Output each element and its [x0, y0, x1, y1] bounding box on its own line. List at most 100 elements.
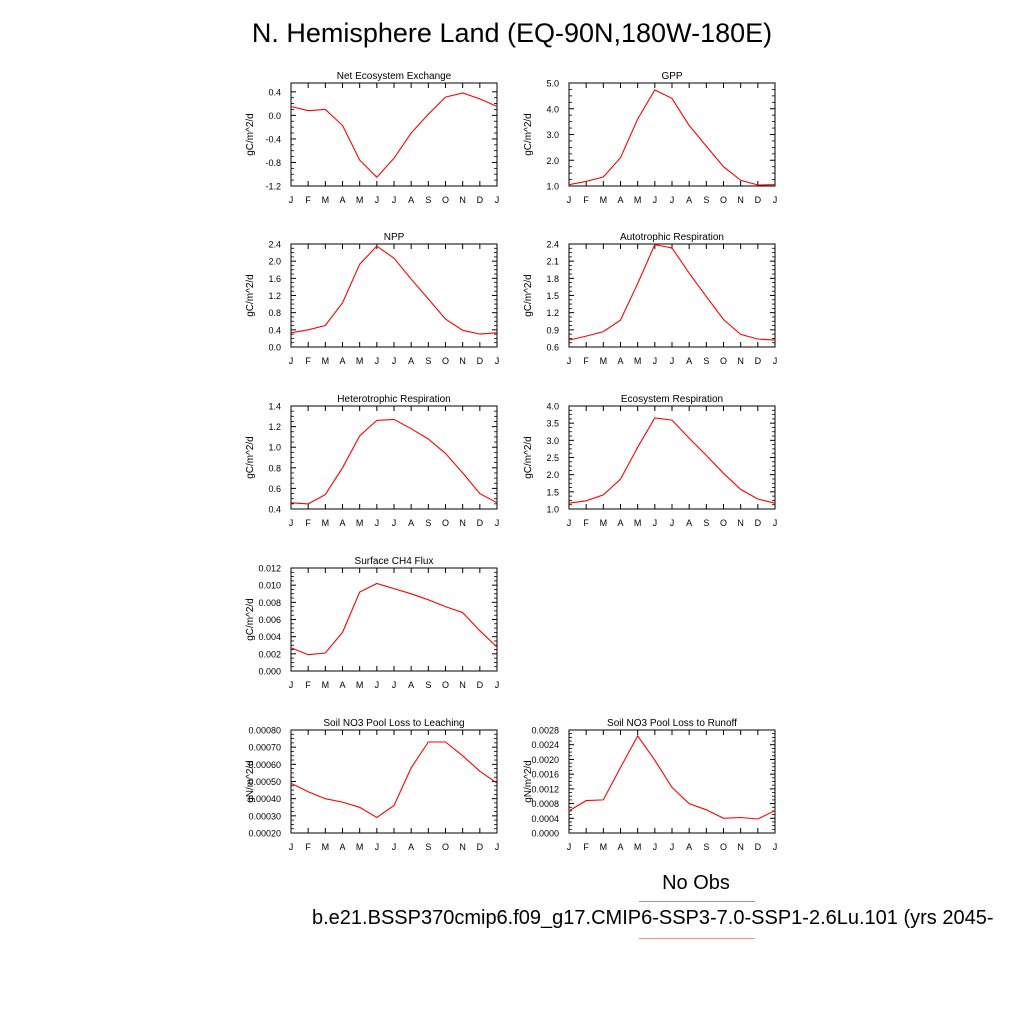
y-tick-label: 1.0 — [546, 182, 559, 192]
x-tick-label: J — [375, 518, 380, 528]
x-tick-label: A — [686, 195, 692, 205]
series-line — [290, 582, 498, 656]
chart-title: Net Ecosystem Exchange — [337, 71, 452, 82]
chart-title: Soil NO3 Pool Loss to Runoff — [607, 718, 737, 729]
plot-frame — [568, 405, 776, 510]
y-tick-label: 0.4 — [268, 87, 281, 97]
legend-obs-label: No Obs — [662, 872, 730, 894]
x-tick-label: F — [583, 518, 589, 528]
x-tick-label: O — [442, 195, 449, 205]
x-tick-label: O — [720, 518, 727, 528]
x-tick-label: N — [459, 680, 466, 690]
x-tick-label: D — [755, 356, 762, 366]
x-tick-label: F — [305, 356, 311, 366]
y-tick-label: 2.4 — [546, 240, 559, 250]
x-tick-label: J — [670, 518, 675, 528]
y-tick-label: 0.0024 — [531, 740, 559, 750]
y-tick-label: 2.0 — [546, 470, 559, 480]
series-line — [290, 245, 498, 335]
x-tick-label: O — [442, 518, 449, 528]
x-tick-label: J — [773, 356, 778, 366]
plot-frame — [290, 729, 498, 834]
x-tick-label: A — [408, 356, 414, 366]
legend-obs-line — [639, 901, 755, 902]
x-tick-label: D — [477, 842, 484, 852]
plot-frame — [290, 567, 498, 672]
x-tick-label: A — [617, 518, 623, 528]
x-tick-label: M — [322, 680, 330, 690]
x-tick-label: A — [408, 195, 414, 205]
y-tick-label: 0.8 — [268, 463, 281, 473]
x-tick-label: J — [773, 195, 778, 205]
page-title: N. Hemisphere Land (EQ-90N,180W-180E) — [251, 18, 773, 48]
x-tick-label: O — [720, 842, 727, 852]
x-tick-label: O — [442, 356, 449, 366]
x-tick-label: J — [567, 518, 572, 528]
x-tick-label: M — [356, 518, 364, 528]
x-tick-label: A — [408, 518, 414, 528]
x-tick-label: M — [634, 518, 642, 528]
chart-title: NPP — [384, 232, 405, 243]
y-tick-label: 3.5 — [546, 419, 559, 429]
y-axis-label: gN/m^2/d — [245, 760, 256, 803]
series-line — [568, 734, 776, 820]
y-tick-label: 0.0016 — [531, 770, 559, 780]
x-tick-label: M — [600, 842, 608, 852]
y-tick-label: 2.0 — [546, 156, 559, 166]
x-tick-label: N — [459, 518, 466, 528]
series-line — [290, 741, 498, 819]
y-tick-label: 0.9 — [546, 325, 559, 335]
x-tick-label: M — [322, 356, 330, 366]
x-tick-label: A — [339, 356, 345, 366]
x-tick-label: J — [392, 680, 397, 690]
series-line — [568, 417, 776, 504]
y-tick-label: 1.5 — [546, 291, 559, 301]
y-axis-label: gC/m^2/d — [245, 274, 256, 317]
series-line — [568, 243, 776, 341]
chart-title: Surface CH4 Flux — [355, 556, 434, 567]
x-tick-label: A — [617, 195, 623, 205]
y-tick-label: 2.5 — [546, 453, 559, 463]
y-tick-label: 0.4 — [268, 325, 281, 335]
x-tick-label: D — [477, 356, 484, 366]
y-axis-label: gN/m^2/d — [523, 760, 534, 803]
y-axis-label: gC/m^2/d — [245, 436, 256, 479]
legend-case-line — [639, 938, 755, 939]
x-tick-label: O — [442, 842, 449, 852]
y-tick-label: 1.2 — [546, 308, 559, 318]
chart-title: GPP — [661, 71, 682, 82]
x-tick-label: F — [305, 518, 311, 528]
x-tick-label: J — [392, 356, 397, 366]
y-tick-label: 4.0 — [546, 104, 559, 114]
x-tick-label: S — [703, 842, 709, 852]
x-tick-label: J — [375, 195, 380, 205]
x-tick-label: N — [737, 356, 744, 366]
x-tick-label: J — [567, 356, 572, 366]
y-tick-label: 0.012 — [258, 564, 281, 574]
x-tick-label: M — [322, 518, 330, 528]
x-tick-label: S — [703, 195, 709, 205]
y-axis-label: gC/m^2/d — [523, 274, 534, 317]
x-tick-label: D — [477, 518, 484, 528]
x-tick-label: J — [653, 842, 658, 852]
y-axis-label: gC/m^2/d — [523, 113, 534, 156]
x-tick-label: J — [567, 842, 572, 852]
plot-frame — [290, 405, 498, 510]
y-tick-label: 2.4 — [268, 240, 281, 250]
x-tick-label: J — [653, 195, 658, 205]
x-tick-label: J — [653, 518, 658, 528]
y-tick-label: 3.0 — [546, 436, 559, 446]
x-tick-label: J — [375, 842, 380, 852]
x-tick-label: O — [442, 680, 449, 690]
x-tick-label: N — [459, 195, 466, 205]
y-tick-label: 0.00030 — [248, 811, 281, 821]
x-tick-label: M — [600, 195, 608, 205]
x-tick-label: D — [755, 195, 762, 205]
